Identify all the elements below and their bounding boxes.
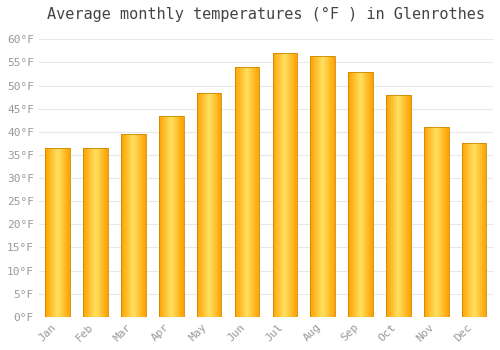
Bar <box>84 148 108 317</box>
Bar <box>462 144 486 317</box>
Bar <box>424 127 448 317</box>
Bar <box>272 53 297 317</box>
Bar <box>310 56 335 317</box>
Bar <box>46 148 70 317</box>
Bar <box>348 72 373 317</box>
Bar <box>197 92 222 317</box>
Bar <box>386 95 410 317</box>
Bar <box>121 134 146 317</box>
Title: Average monthly temperatures (°F ) in Glenrothes: Average monthly temperatures (°F ) in Gl… <box>47 7 485 22</box>
Bar <box>159 116 184 317</box>
Bar <box>234 67 260 317</box>
